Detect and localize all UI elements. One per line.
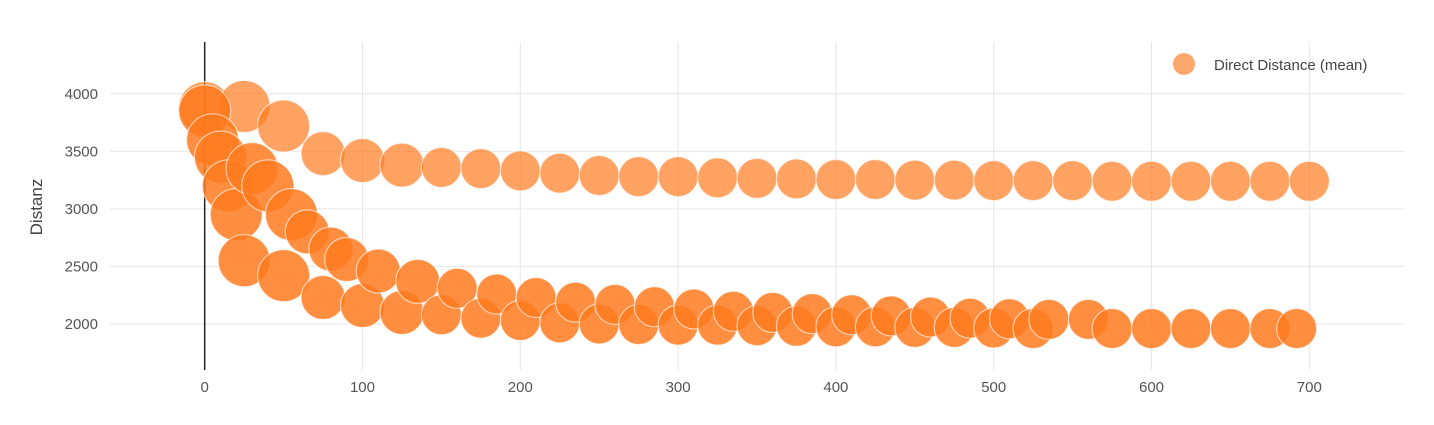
- data-point[interactable]: [460, 147, 502, 190]
- legend-marker: [1173, 53, 1195, 75]
- data-point[interactable]: [1170, 160, 1212, 202]
- data-point[interactable]: [933, 159, 975, 201]
- data-point[interactable]: [1012, 160, 1054, 202]
- data-markers: [178, 79, 1330, 350]
- data-point[interactable]: [854, 158, 896, 201]
- data-point[interactable]: [1130, 307, 1173, 350]
- series-0: [178, 79, 1330, 202]
- data-point[interactable]: [339, 137, 386, 184]
- data-point[interactable]: [894, 159, 936, 201]
- data-point[interactable]: [578, 154, 620, 197]
- data-point[interactable]: [499, 150, 541, 192]
- data-point[interactable]: [1209, 160, 1252, 202]
- data-point[interactable]: [1091, 307, 1133, 350]
- data-point[interactable]: [1276, 307, 1318, 350]
- x-tick-label: 600: [1139, 379, 1164, 396]
- data-point[interactable]: [775, 158, 818, 200]
- data-point[interactable]: [300, 131, 346, 177]
- data-point[interactable]: [1249, 160, 1291, 202]
- data-point[interactable]: [1288, 160, 1330, 202]
- data-point[interactable]: [420, 146, 462, 189]
- series-1: [178, 84, 1318, 350]
- y-tick-label: 3000: [65, 201, 98, 218]
- data-point[interactable]: [256, 249, 311, 303]
- legend-label: Direct Distance (mean): [1214, 57, 1367, 74]
- data-point[interactable]: [973, 160, 1015, 202]
- data-point[interactable]: [256, 99, 311, 153]
- data-point[interactable]: [1170, 307, 1212, 350]
- x-tick-label: 400: [823, 379, 848, 396]
- y-tick-label: 3500: [65, 143, 98, 160]
- data-point[interactable]: [379, 142, 425, 188]
- x-tick-label: 300: [666, 379, 691, 396]
- data-point[interactable]: [815, 158, 857, 201]
- data-point[interactable]: [355, 248, 401, 294]
- x-tick-label: 700: [1297, 379, 1322, 396]
- data-point[interactable]: [1209, 307, 1252, 350]
- data-point[interactable]: [1028, 298, 1070, 340]
- data-point[interactable]: [657, 156, 699, 198]
- data-point[interactable]: [696, 157, 739, 199]
- data-point[interactable]: [618, 156, 660, 198]
- legend[interactable]: Direct Distance (mean): [1173, 53, 1367, 75]
- x-tick-label: 100: [350, 379, 375, 396]
- y-tick-label: 2500: [65, 258, 98, 275]
- y-tick-label: 2000: [65, 316, 98, 333]
- data-point[interactable]: [1052, 160, 1094, 202]
- data-point[interactable]: [539, 152, 581, 194]
- y-tick-label: 4000: [65, 86, 98, 103]
- x-tick-label: 0: [201, 379, 209, 396]
- data-point[interactable]: [736, 157, 778, 199]
- x-tick-label: 500: [981, 379, 1006, 396]
- y-axis-title: Distanz: [27, 179, 46, 236]
- data-point[interactable]: [1091, 160, 1133, 202]
- data-point[interactable]: [1130, 160, 1173, 202]
- axes: Distanz 0 100 200 300 400 500 600 700 2000 2500 30…: [27, 86, 1322, 396]
- x-tick-label: 200: [508, 379, 533, 396]
- data-point[interactable]: [300, 274, 346, 321]
